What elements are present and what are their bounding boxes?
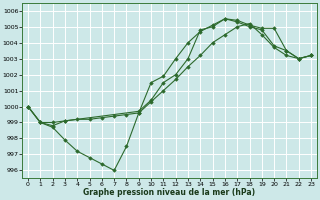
- X-axis label: Graphe pression niveau de la mer (hPa): Graphe pression niveau de la mer (hPa): [84, 188, 256, 197]
